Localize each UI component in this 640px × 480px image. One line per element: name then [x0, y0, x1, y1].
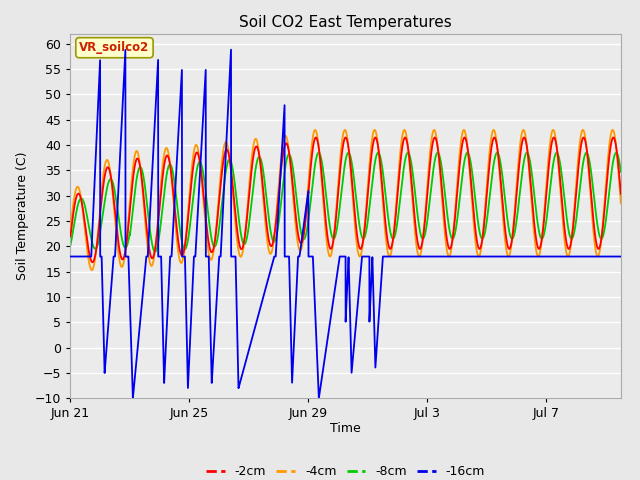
- Legend: -2cm, -4cm, -8cm, -16cm: -2cm, -4cm, -8cm, -16cm: [201, 460, 490, 480]
- Y-axis label: Soil Temperature (C): Soil Temperature (C): [17, 152, 29, 280]
- Title: Soil CO2 East Temperatures: Soil CO2 East Temperatures: [239, 15, 452, 30]
- X-axis label: Time: Time: [330, 422, 361, 435]
- Text: VR_soilco2: VR_soilco2: [79, 41, 150, 54]
